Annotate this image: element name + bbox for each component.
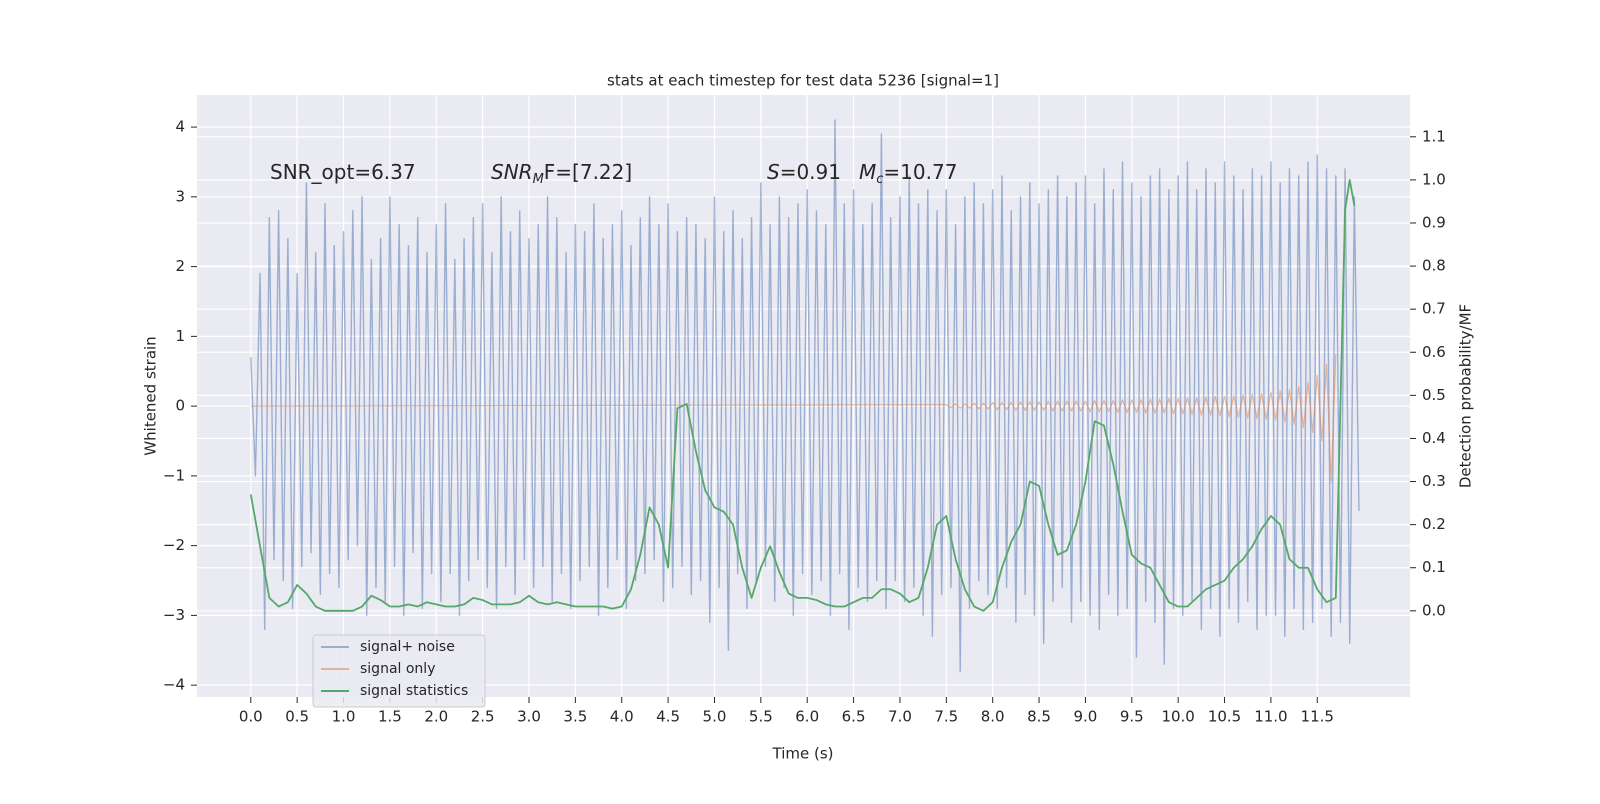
x-tick-label: 10.5 bbox=[1208, 708, 1241, 726]
y2-axis-label: Detection probability/MF bbox=[1457, 304, 1475, 488]
annotation: SNRMF=[7.22] bbox=[491, 160, 632, 187]
chart-title: stats at each timestep for test data 523… bbox=[607, 72, 999, 90]
legend-label: signal only bbox=[360, 661, 435, 677]
y2-tick-label: 1.0 bbox=[1422, 170, 1446, 188]
x-tick-label: 1.5 bbox=[378, 708, 402, 726]
x-tick-label: 4.0 bbox=[610, 708, 634, 726]
y-tick-label: −4 bbox=[163, 676, 185, 694]
x-tick-label: 3.5 bbox=[563, 708, 587, 726]
grid bbox=[197, 95, 1410, 697]
y-tick-label: −1 bbox=[163, 466, 185, 484]
y2-tick-label: 0.5 bbox=[1422, 386, 1446, 404]
y2-tick-label: 0.9 bbox=[1422, 213, 1446, 231]
y2-tick-label: 0.7 bbox=[1422, 300, 1446, 318]
annotation-part: S bbox=[767, 160, 780, 184]
y-tick-label: 1 bbox=[175, 327, 185, 345]
y-tick-label: −2 bbox=[163, 536, 185, 554]
legend-label: signal+ noise bbox=[360, 639, 455, 655]
y2-tick-label: 0.1 bbox=[1422, 558, 1446, 576]
x-tick-label: 1.0 bbox=[332, 708, 356, 726]
annotation-part: c bbox=[876, 172, 883, 187]
x-tick-label: 3.0 bbox=[517, 708, 541, 726]
y2-tick-label: 0.6 bbox=[1422, 343, 1446, 361]
y2-tick-label: 0.2 bbox=[1422, 515, 1446, 533]
y-tick-label: 0 bbox=[175, 397, 185, 415]
x-tick-label: 0.0 bbox=[239, 708, 263, 726]
x-tick-label: 2.0 bbox=[424, 708, 448, 726]
annotation-part: M bbox=[859, 160, 876, 184]
y2-tick-label: 1.1 bbox=[1422, 127, 1446, 145]
x-tick-label: 5.5 bbox=[749, 708, 773, 726]
x-tick-label: 5.0 bbox=[703, 708, 727, 726]
x-tick-label: 2.5 bbox=[471, 708, 495, 726]
y2-tick-label: 0.3 bbox=[1422, 472, 1446, 490]
annotation-part: F=[7.22] bbox=[544, 160, 632, 184]
annotation: SNR_opt=6.37 bbox=[270, 160, 416, 184]
annotation: S=0.91 bbox=[767, 160, 841, 184]
series-line bbox=[250, 353, 1337, 484]
x-tick-label: 4.5 bbox=[656, 708, 680, 726]
legend-label: signal statistics bbox=[360, 683, 468, 699]
y-tick-label: −3 bbox=[163, 606, 185, 624]
x-tick-label: 7.0 bbox=[888, 708, 912, 726]
x-tick-label: 9.0 bbox=[1073, 708, 1097, 726]
x-tick-label: 8.0 bbox=[981, 708, 1005, 726]
marks bbox=[249, 119, 1360, 672]
x-tick-label: 11.5 bbox=[1301, 708, 1334, 726]
annotation-part: =0.91 bbox=[780, 160, 841, 184]
annotation: Mc=10.77 bbox=[859, 160, 957, 187]
annotation-part: SNR_opt=6.37 bbox=[270, 160, 416, 184]
annotation-part: =10.77 bbox=[883, 160, 957, 184]
y-tick-label: 3 bbox=[175, 187, 185, 205]
x-tick-label: 8.5 bbox=[1027, 708, 1051, 726]
x-tick-label: 6.0 bbox=[795, 708, 819, 726]
x-tick-label: 0.5 bbox=[285, 708, 309, 726]
y-tick-label: 4 bbox=[175, 118, 185, 136]
x-tick-label: 7.5 bbox=[934, 708, 958, 726]
y2-tick-label: 0.0 bbox=[1422, 601, 1446, 619]
labels: 0.0 0.5 1.0 1.5 2.0 2.5 3.0 3.5 4.0 4.5 5.0 5.5 6.0 6… bbox=[163, 118, 1446, 726]
series-line bbox=[250, 119, 1360, 672]
x-tick-label: 9.5 bbox=[1120, 708, 1144, 726]
y2-tick-label: 0.8 bbox=[1422, 257, 1446, 275]
annotation-part: SNR bbox=[491, 160, 533, 184]
legend-box bbox=[312, 634, 486, 708]
x-tick-label: 11.0 bbox=[1254, 708, 1287, 726]
y-tick-label: 2 bbox=[175, 257, 185, 275]
x-tick-label: 10.0 bbox=[1161, 708, 1194, 726]
x-axis-label: Time (s) bbox=[772, 745, 834, 763]
series-line bbox=[249, 178, 1356, 612]
x-tick-label: 6.5 bbox=[842, 708, 866, 726]
annotation-part: M bbox=[533, 172, 544, 187]
legend: signal+ noise signal only signal statistic… bbox=[312, 634, 486, 708]
y-axis-label: Whitened strain bbox=[142, 336, 160, 455]
y2-tick-label: 0.4 bbox=[1422, 429, 1446, 447]
